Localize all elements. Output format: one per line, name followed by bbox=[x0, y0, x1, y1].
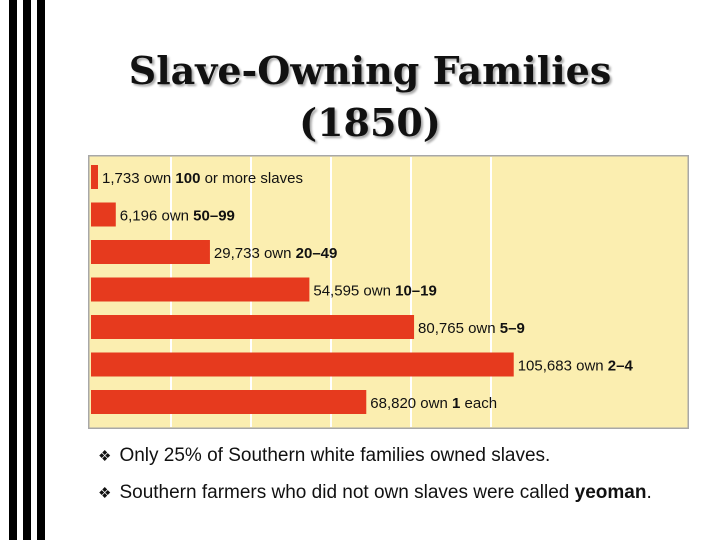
diamond-bullet-icon: ❖ bbox=[98, 485, 112, 502]
bullet-2-text: Southern farmers who did not own slaves … bbox=[119, 482, 570, 503]
bar-label: 6,196 own 50–99 bbox=[120, 208, 235, 225]
bar bbox=[91, 315, 415, 339]
bar-suffix-label: or more slaves bbox=[200, 170, 303, 187]
bar-label: 105,683 own 2–4 bbox=[518, 358, 634, 375]
bar bbox=[91, 240, 210, 264]
bar-count-label: 1,733 own bbox=[102, 170, 175, 187]
decorative-stripe-3 bbox=[37, 0, 45, 540]
bar-label: 54,595 own 10–19 bbox=[313, 283, 436, 300]
bar-count-label: 68,820 own bbox=[370, 395, 452, 412]
bullet-2-term: yeoman bbox=[574, 482, 647, 503]
slide-title-line1: Slave-Owning Families bbox=[128, 48, 612, 93]
bar-range-label: 20–49 bbox=[296, 245, 338, 262]
bar-count-label: 6,196 own bbox=[120, 208, 193, 225]
bar-range-label: 5–9 bbox=[500, 320, 525, 337]
bar-range-label: 2–4 bbox=[608, 358, 634, 375]
bar-label: 80,765 own 5–9 bbox=[418, 320, 525, 337]
bar-count-label: 80,765 own bbox=[418, 320, 500, 337]
bar-chart: 1,733 own 100 or more slaves 6,196 own 50… bbox=[88, 155, 689, 429]
decorative-stripe-1 bbox=[9, 0, 17, 540]
bar bbox=[91, 352, 514, 377]
bar-label: 1,733 own 100 or more slaves bbox=[102, 170, 303, 187]
bar-count-label: 54,595 own bbox=[313, 283, 395, 300]
bullet-2: ❖ Southern farmers who did not own slaves… bbox=[98, 481, 698, 506]
bar-suffix-label: each bbox=[460, 395, 497, 412]
bar bbox=[91, 390, 367, 414]
diamond-bullet-icon: ❖ bbox=[98, 448, 112, 465]
bar-label: 68,820 own 1 each bbox=[370, 395, 497, 412]
bar bbox=[91, 202, 116, 227]
bullet-2-end: . bbox=[646, 482, 652, 503]
bar-range-label: 100 bbox=[175, 170, 200, 187]
bar-count-label: 29,733 own bbox=[214, 245, 296, 262]
bar-range-label: 1 bbox=[452, 395, 460, 412]
bullet-1-text: Only 25% of Southern white families owne… bbox=[119, 445, 551, 466]
bar-count-label: 105,683 own bbox=[518, 358, 608, 375]
slide-title-line2: (1850) bbox=[299, 100, 441, 145]
decorative-stripe-2 bbox=[23, 0, 31, 540]
bar-range-label: 50–99 bbox=[193, 208, 235, 225]
bar-label: 29,733 own 20–49 bbox=[214, 245, 337, 262]
bar-range-label: 10–19 bbox=[395, 283, 437, 300]
bullet-1: ❖ Only 25% of Southern white families own… bbox=[98, 444, 550, 469]
bar bbox=[91, 165, 98, 189]
bar bbox=[91, 277, 310, 302]
